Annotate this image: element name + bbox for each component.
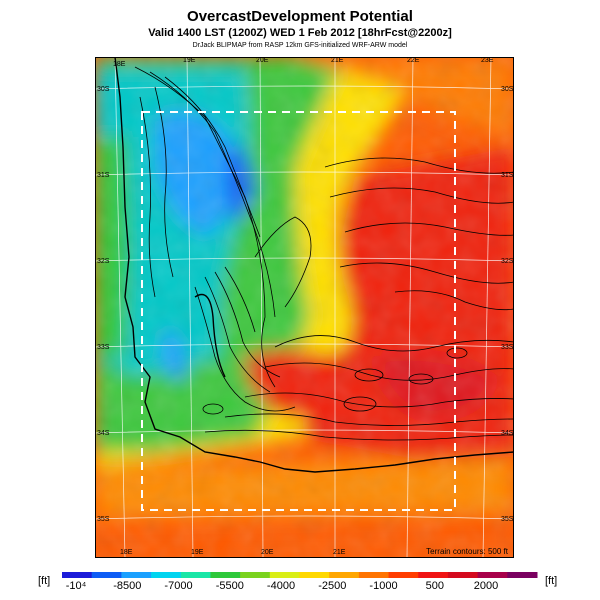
- legend-ticks: -10⁴ -8500 -7000 -5500 -4000 -2500 -1000 500 200…: [66, 580, 499, 592]
- legend-swatch: [269, 572, 300, 578]
- legend-swatch: [477, 572, 508, 578]
- lon-label-top: 18E: [113, 61, 126, 68]
- overcast-development-map: 18E 19E 20E 21E 22E 23E 18E 19E 20E 21E …: [95, 57, 514, 558]
- legend-swatches: [62, 572, 538, 578]
- lat-label-left: 34S: [97, 430, 110, 437]
- lat-label-right: 30S: [501, 86, 514, 93]
- legend-swatch: [210, 572, 241, 578]
- legend-swatch: [121, 572, 152, 578]
- legend-tick-label: -5500: [216, 580, 244, 592]
- legend-tick-label: -2500: [318, 580, 346, 592]
- lon-label-top: 22E: [407, 57, 420, 64]
- inner-domain-box: [141, 111, 456, 511]
- legend-swatch: [447, 572, 479, 578]
- valid-time-subtitle: Valid 1400 LST (1200Z) WED 1 Feb 2012 [1…: [148, 27, 452, 39]
- lon-label-top: 23E: [481, 57, 494, 64]
- legend-tick-label: 500: [426, 580, 444, 592]
- lon-label-bottom: 18E: [120, 549, 133, 556]
- legend-swatch: [240, 572, 271, 578]
- legend-unit-right: [ft]: [545, 575, 557, 587]
- legend-tick-label: -8500: [113, 580, 141, 592]
- terrain-contours: [134, 66, 514, 441]
- lat-label-right: 32S: [501, 258, 514, 265]
- color-field: [95, 57, 514, 558]
- lat-label-right: 31S: [501, 172, 514, 179]
- legend-swatch: [329, 572, 360, 578]
- lat-label-left: 32S: [97, 258, 110, 265]
- color-legend: [ft] [ft] -10⁴ -8500 -7000 -5500 -4000 -2500-…: [38, 572, 557, 592]
- terrain-contour-note: Terrain contours: 500 ft: [426, 547, 509, 556]
- legend-swatch: [299, 572, 330, 578]
- legend-swatch: [151, 572, 182, 578]
- legend-tick-label: 2000: [474, 580, 498, 592]
- legend-tick-label: -7000: [164, 580, 192, 592]
- lon-label-top: 19E: [183, 57, 196, 64]
- lat-label-right: 33S: [501, 344, 514, 351]
- lat-label-left: 33S: [97, 344, 110, 351]
- lon-label-top: 21E: [331, 57, 344, 64]
- coastline: [114, 57, 514, 473]
- legend-swatch: [180, 572, 211, 578]
- lon-label-top: 20E: [256, 57, 269, 64]
- lat-lon-grid: [95, 57, 514, 558]
- legend-swatch: [91, 572, 122, 578]
- lon-label-bottom: 21E: [333, 549, 346, 556]
- lat-label-right: 34S: [501, 430, 514, 437]
- legend-tick-label: -1000: [369, 580, 397, 592]
- lat-label-left: 35S: [97, 516, 110, 523]
- model-credit: DrJack BLIPMAP from RASP 12km GFS-initia…: [192, 42, 408, 49]
- legend-swatch: [507, 572, 538, 578]
- lat-label-left: 31S: [97, 172, 110, 179]
- lon-label-bottom: 20E: [261, 549, 274, 556]
- lon-label-bottom: 19E: [191, 549, 204, 556]
- legend-swatch: [358, 572, 390, 578]
- legend-unit-left: [ft]: [38, 575, 50, 587]
- lat-label-left: 30S: [97, 86, 110, 93]
- legend-swatch: [62, 572, 93, 578]
- legend-swatch: [388, 572, 419, 578]
- legend-tick-label: -4000: [267, 580, 295, 592]
- legend-swatch: [418, 572, 449, 578]
- legend-tick-label: -10⁴: [66, 580, 87, 592]
- lat-label-right: 35S: [501, 516, 514, 523]
- chart-title: OvercastDevelopment Potential: [187, 8, 413, 25]
